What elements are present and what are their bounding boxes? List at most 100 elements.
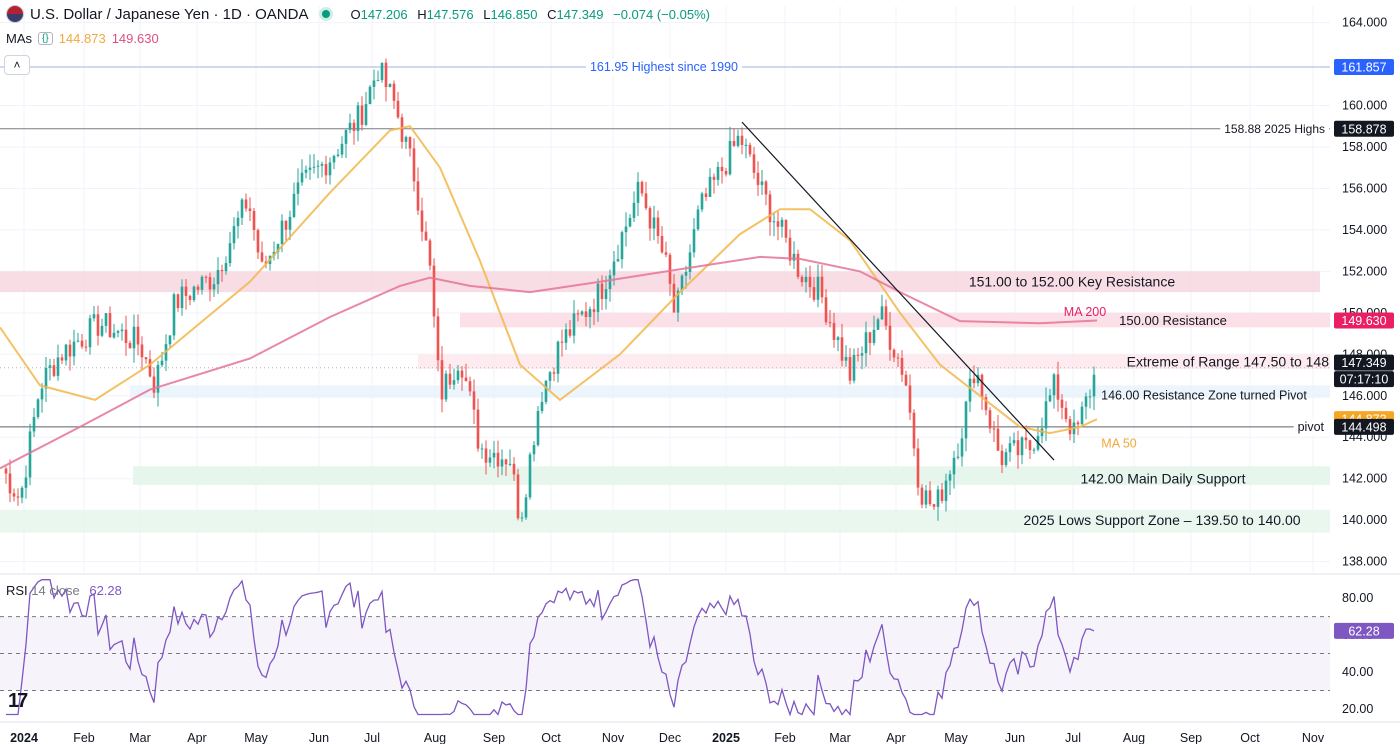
candle-up [308,167,312,170]
price-tag [1334,622,1394,639]
candle-down [928,490,932,505]
candle-up [28,431,32,478]
candle-up [580,311,584,315]
candle-up [936,489,940,507]
candle-up [216,269,220,285]
price-tag-label: 149.630 [1341,314,1386,328]
annotation-label: Extreme of Range 147.50 to 148 [1127,354,1330,370]
candle-up [520,517,524,519]
candle-up [816,276,820,300]
price-tag [1334,418,1394,435]
time-tick-label: Nov [1302,731,1325,744]
candle-down [560,341,564,343]
candle-up [684,272,688,276]
candle-up [728,141,732,175]
symbol-title[interactable]: U.S. Dollar / Japanese Yen · 1D · OANDA [30,5,309,23]
candle-down [108,313,112,338]
ma50-line [0,125,1098,435]
candle-up [1032,449,1036,451]
candle-up [316,165,320,167]
candle-up [112,332,116,338]
candle-down [768,194,772,223]
candle-down [776,221,780,227]
candle-down [916,448,920,488]
annotation-label: pivot [1298,420,1325,434]
price-tag [1334,120,1394,137]
zone-band [0,271,1320,293]
candle-up [772,221,776,223]
candle-up [312,166,316,168]
time-tick-label: Apr [886,731,905,744]
candle-up [604,289,608,300]
candle-down [808,276,812,288]
price-tick-label: 152.000 [1342,264,1387,278]
price-tag-label: 161.857 [1341,61,1386,75]
candle-up [536,411,540,446]
candle-up [76,340,80,342]
candle-down [712,176,716,180]
candle-down [424,231,428,241]
candle-up [924,490,928,505]
candle-up [544,380,548,402]
candle-up [1012,440,1016,444]
candle-up [444,373,448,400]
market-open-icon [322,10,331,18]
time-tick-label: Mar [829,731,851,744]
candle-up [348,122,352,130]
candle-down [904,374,908,386]
candle-up [20,487,24,498]
candle-down [660,235,664,253]
candle-up [300,172,304,183]
candle-down [252,210,256,231]
candle-down [748,144,752,155]
candle-up [620,232,624,260]
candle-up [556,341,560,374]
candle-down [16,496,20,498]
ma200-line [0,255,1098,470]
rsi-line [6,579,1095,717]
candle-up [564,329,568,343]
price-tick-label: 154.000 [1342,223,1387,237]
candle-down [360,105,364,125]
candle-up [1020,437,1024,456]
candle-down [820,276,824,298]
code-icon[interactable]: {} [38,32,53,45]
time-tick-label: Aug [424,731,446,744]
candle-down [244,199,248,209]
rsi-legend[interactable]: RSI 14 close 62.28 [6,583,122,598]
tradingview-logo-icon[interactable]: 17 [8,690,28,712]
candle-down [208,277,212,290]
candle-up [616,259,620,262]
candle-up [200,276,204,290]
annotation-label: 158.88 2025 Highs [1224,122,1325,136]
candle-down [856,354,860,356]
candle-up [524,497,528,518]
annotation-label: 142.00 Main Daily Support [1081,471,1246,487]
price-tick-label: 140.000 [1342,513,1387,527]
ma50-value: 144.873 [58,31,106,46]
candle-up [292,193,296,217]
price-tick-label: 164.000 [1342,16,1387,30]
candle-up [228,243,232,264]
candle-down [188,295,192,301]
candle-down [884,306,888,326]
candle-up [692,229,696,253]
mas-legend[interactable]: MAs {} 144.873 149.630 [6,31,159,46]
candle-up [1048,395,1052,402]
candle-down [460,370,464,378]
candle-down [1016,440,1020,456]
candle-down [476,409,480,449]
price-tag-label: 62.28 [1348,624,1379,638]
candle-up [744,144,748,146]
chevron-up-icon: ˄ [13,58,21,72]
time-tick-label: Jul [1065,731,1081,744]
candle-up [700,193,704,210]
price-tick-label: 156.000 [1342,181,1387,195]
candle-up [508,463,512,465]
collapse-legend-button[interactable]: ˄ [4,55,30,75]
candle-down [324,164,328,176]
candle-down [988,410,992,429]
candle-up [1008,443,1012,453]
candle-down [412,148,416,182]
